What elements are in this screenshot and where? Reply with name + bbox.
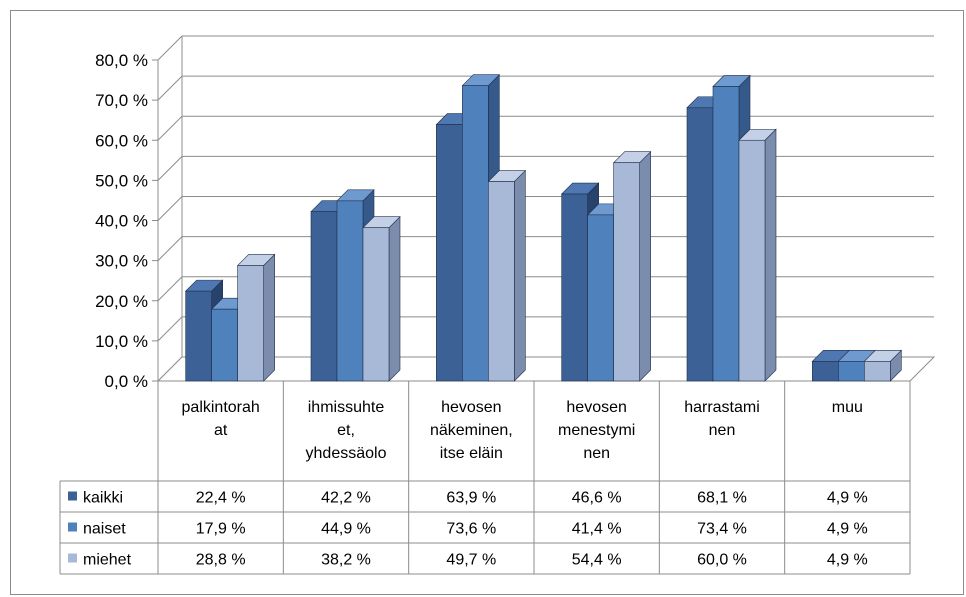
bar	[561, 193, 588, 382]
bar-side	[514, 169, 526, 382]
data-label: 17,9 %	[196, 521, 246, 538]
data-label: 68,1 %	[697, 490, 747, 507]
bars-layer	[184, 73, 903, 382]
bar	[336, 200, 364, 382]
data-label: 28,8 %	[196, 552, 246, 569]
y-tick-label: 60,0 %	[95, 131, 148, 150]
category-label-line: at	[214, 422, 228, 439]
category-label-line: muu	[832, 399, 863, 416]
data-label: 73,6 %	[446, 521, 496, 538]
data-label: 46,6 %	[572, 490, 622, 507]
y-tick-label: 0,0 %	[105, 372, 148, 391]
data-label: 49,7 %	[446, 552, 496, 569]
bar	[211, 308, 238, 382]
category-label-line: palkintorah	[182, 399, 260, 416]
category-label-line: näkeminen,	[430, 422, 513, 439]
gridline-depth	[157, 115, 183, 141]
y-tick-label: 50,0 %	[95, 171, 148, 190]
bar	[838, 361, 865, 382]
bar	[686, 107, 714, 382]
bar	[310, 211, 338, 382]
gridline-depth	[157, 236, 183, 261]
bar	[436, 124, 463, 382]
category-label-line: hevosen	[566, 399, 627, 416]
data-label: 41,4 %	[572, 521, 622, 538]
data-label: 63,9 %	[446, 490, 496, 507]
gridline-depth	[157, 35, 183, 61]
legend-label: naiset	[83, 521, 126, 538]
bar	[712, 86, 740, 382]
category-label: hevosen menestymi nen	[558, 399, 635, 462]
bar-side	[764, 128, 777, 382]
gridline-depth	[157, 75, 183, 101]
bar-side	[639, 150, 651, 382]
legend-label: kaikki	[83, 490, 123, 507]
category-label-line: yhdessäolo	[306, 445, 387, 462]
gridline-depth	[157, 196, 183, 221]
category-label-line: nen	[583, 445, 610, 462]
y-tick-label: 80,0 %	[95, 51, 148, 70]
bar	[237, 265, 264, 382]
category-label-line: et,	[337, 422, 355, 439]
bar	[462, 85, 489, 382]
category-label-line: harrastami	[684, 399, 760, 416]
y-tick-label: 10,0 %	[95, 332, 148, 351]
bar	[488, 181, 515, 382]
data-label: 4,9 %	[827, 490, 868, 507]
legend-key	[68, 553, 77, 563]
legend-label: miehet	[83, 552, 132, 569]
data-label: 42,2 %	[321, 490, 371, 507]
bar	[613, 162, 640, 382]
y-tick-label: 30,0 %	[95, 252, 148, 271]
y-tick-label: 40,0 %	[95, 212, 148, 231]
y-tick-label: 20,0 %	[95, 292, 148, 311]
category-label: muu	[832, 399, 863, 416]
category-label-line: ihmissuhte	[308, 399, 385, 416]
data-label: 38,2 %	[321, 552, 371, 569]
data-label: 4,9 %	[827, 552, 868, 569]
category-label-line: nen	[709, 422, 736, 439]
table-layer: palkintorah at ihmissuhte et, yhdessäolo hevo…	[59, 381, 911, 575]
data-label: 54,4 %	[572, 552, 622, 569]
y-tick-label: 70,0 %	[95, 91, 148, 110]
category-label-line: itse eläin	[440, 445, 503, 462]
category-label-line: hevosen	[441, 399, 502, 416]
bar	[812, 361, 839, 382]
bar	[185, 290, 212, 382]
data-label: 44,9 %	[321, 521, 371, 538]
category-label: ihmissuhte et, yhdessäolo	[306, 399, 387, 462]
data-label: 73,4 %	[697, 521, 747, 538]
category-label-line: menestymi	[558, 422, 635, 439]
category-label: palkintorah at	[182, 399, 260, 439]
bar	[362, 227, 390, 382]
category-label: harrastami nen	[684, 399, 760, 439]
data-label: 60,0 %	[697, 552, 747, 569]
legend-key	[68, 491, 77, 501]
gridline-depth	[157, 316, 183, 342]
bar	[864, 361, 891, 382]
legend-key	[68, 522, 77, 532]
bar-side	[263, 253, 275, 382]
data-label: 4,9 %	[827, 521, 868, 538]
category-label: hevosen näkeminen, itse eläin	[430, 399, 513, 462]
bar-side	[388, 215, 401, 382]
gridline-depth	[157, 276, 183, 302]
data-label: 22,4 %	[196, 490, 246, 507]
bar	[738, 139, 766, 382]
gridline-depth	[157, 156, 183, 181]
bar	[587, 214, 614, 382]
